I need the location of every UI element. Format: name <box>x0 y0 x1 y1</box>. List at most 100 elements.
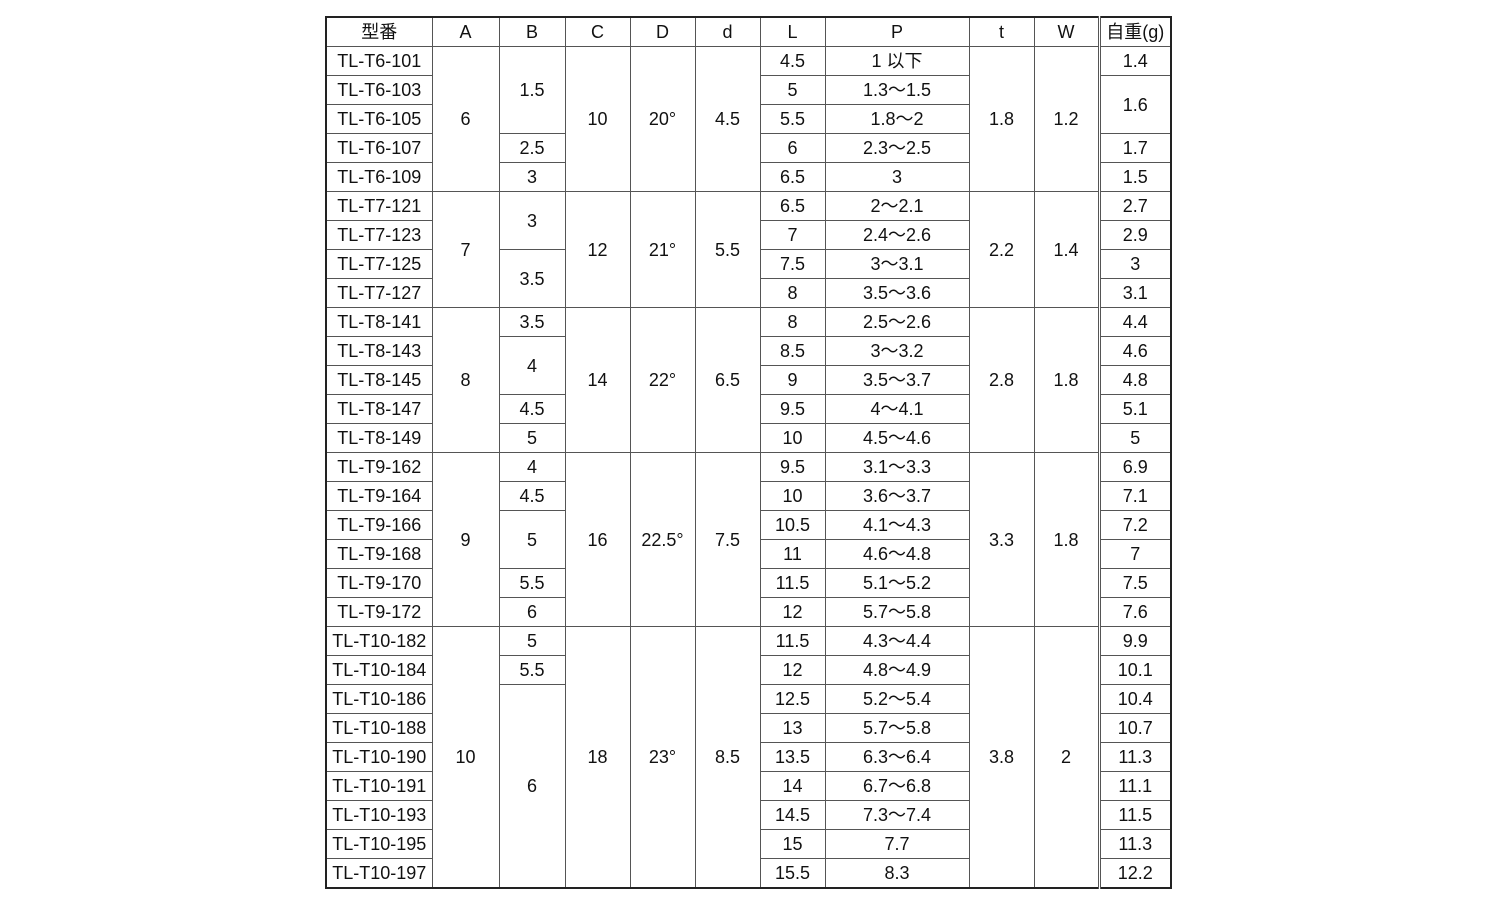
cell-l: 9.5 <box>759 452 826 482</box>
cell-model: TL-T8-145 <box>325 365 433 395</box>
cell-weight: 7.2 <box>1097 510 1172 540</box>
cell-weight: 7.5 <box>1097 568 1172 598</box>
cell-model: TL-T8-147 <box>325 394 433 424</box>
cell-d: 7.5 <box>694 452 761 627</box>
cell-l: 11.5 <box>759 568 826 598</box>
cell-p: 5.7～5.8 <box>824 713 970 743</box>
cell-model: TL-T6-105 <box>325 104 433 134</box>
cell-weight: 10.7 <box>1097 713 1172 743</box>
cell-b: 4 <box>498 336 566 395</box>
table-row: TL-T9-168 11 4.6～4.8 7 <box>325 539 1172 569</box>
table-row: TL-T10-184 5.5 12 4.8～4.9 10.1 <box>325 655 1172 685</box>
cell-model: TL-T6-107 <box>325 133 433 163</box>
table-row: TL-T10-182 10 5 18 23° 8.5 11.5 4.3～4.4 3.8 2 9.9 <box>325 626 1172 889</box>
cell-weight: 1.7 <box>1097 133 1172 163</box>
cell-w: 2 <box>1033 626 1100 889</box>
table-row: TL-T8-145 9 3.5～3.7 4.8 <box>325 365 1172 395</box>
cell-p: 2.5～2.6 <box>824 307 970 337</box>
cell-model: TL-T6-109 <box>325 162 433 192</box>
cell-l: 12 <box>759 655 826 685</box>
cell-model: TL-T10-197 <box>325 858 433 889</box>
cell-p: 1.3～1.5 <box>824 75 970 105</box>
cell-weight: 6.9 <box>1097 452 1172 482</box>
cell-p: 4.3～4.4 <box>824 626 970 656</box>
cell-weight: 4.4 <box>1097 307 1172 337</box>
cell-l: 6 <box>759 133 826 163</box>
cell-l: 14.5 <box>759 800 826 830</box>
cell-model: TL-T10-184 <box>325 655 433 685</box>
cell-t: 1.8 <box>968 46 1035 192</box>
cell-weight: 7.6 <box>1097 597 1172 627</box>
cell-b: 1.5 <box>498 46 566 134</box>
cell-c: 18 <box>564 626 631 889</box>
header-w: W <box>1033 16 1100 47</box>
cell-p: 5.1～5.2 <box>824 568 970 598</box>
cell-a: 9 <box>431 452 500 627</box>
table-row: TL-T7-125 3.5 7.5 3～3.1 3 <box>325 249 1172 308</box>
cell-p: 4.8～4.9 <box>824 655 970 685</box>
cell-d: 6.5 <box>694 307 761 453</box>
cell-w: 1.2 <box>1033 46 1100 192</box>
cell-model: TL-T7-125 <box>325 249 433 279</box>
cell-c: 10 <box>564 46 631 192</box>
cell-model: TL-T8-143 <box>325 336 433 366</box>
table-row: TL-T9-170 5.5 11.5 5.1～5.2 7.5 <box>325 568 1172 598</box>
cell-d: 5.5 <box>694 191 761 308</box>
cell-t: 3.3 <box>968 452 1035 627</box>
cell-b: 4.5 <box>498 481 566 511</box>
cell-p: 5.2～5.4 <box>824 684 970 714</box>
cell-w: 1.4 <box>1033 191 1100 308</box>
table-row: TL-T8-147 4.5 9.5 4～4.1 5.1 <box>325 394 1172 424</box>
cell-weight: 11.5 <box>1097 800 1172 830</box>
header-l: L <box>759 16 826 47</box>
cell-model: TL-T7-121 <box>325 191 433 221</box>
header-p: P <box>824 16 970 47</box>
cell-l: 13 <box>759 713 826 743</box>
cell-model: TL-T10-195 <box>325 829 433 859</box>
cell-model: TL-T7-127 <box>325 278 433 308</box>
cell-l: 15.5 <box>759 858 826 889</box>
cell-b: 5.5 <box>498 655 566 685</box>
cell-l: 7 <box>759 220 826 250</box>
cell-model: TL-T9-164 <box>325 481 433 511</box>
header-model: 型番 <box>325 16 433 47</box>
cell-l: 15 <box>759 829 826 859</box>
table-row: TL-T6-101 6 1.5 10 20° 4.5 4.5 1 以下 1.8 1.2 1.4 <box>325 46 1172 192</box>
cell-d: 20° <box>629 46 696 192</box>
cell-model: TL-T8-141 <box>325 307 433 337</box>
cell-l: 13.5 <box>759 742 826 772</box>
cell-p: 2.4～2.6 <box>824 220 970 250</box>
cell-t: 2.8 <box>968 307 1035 453</box>
table-row: TL-T9-164 4.5 10 3.6～3.7 7.1 <box>325 481 1172 511</box>
table-row: TL-T10-193 14.5 7.3～7.4 11.5 <box>325 800 1172 830</box>
cell-b: 5 <box>498 423 566 453</box>
cell-b: 5 <box>498 510 566 569</box>
cell-l: 8.5 <box>759 336 826 366</box>
cell-b: 5 <box>498 626 566 656</box>
table-row: TL-T8-141 8 3.5 14 22° 6.5 8 2.5～2.6 2.8 1.8 4.4 <box>325 307 1172 453</box>
cell-model: TL-T9-168 <box>325 539 433 569</box>
table-row: TL-T6-103 5 1.3～1.5 1.6 <box>325 75 1172 134</box>
cell-l: 10 <box>759 481 826 511</box>
cell-p: 3.6～3.7 <box>824 481 970 511</box>
cell-c: 12 <box>564 191 631 308</box>
header-d-angle: D <box>629 16 696 47</box>
header-weight: 自重(g) <box>1097 16 1172 47</box>
cell-model: TL-T10-188 <box>325 713 433 743</box>
table-row: TL-T10-195 15 7.7 11.3 <box>325 829 1172 859</box>
cell-d: 4.5 <box>694 46 761 192</box>
header-b: B <box>498 16 566 47</box>
cell-p: 3～3.2 <box>824 336 970 366</box>
cell-weight: 11.3 <box>1097 829 1172 859</box>
cell-model: TL-T9-170 <box>325 568 433 598</box>
cell-b: 6 <box>498 684 566 889</box>
cell-w: 1.8 <box>1033 452 1100 627</box>
cell-a: 10 <box>431 626 500 889</box>
cell-d: 22.5° <box>629 452 696 627</box>
cell-b: 5.5 <box>498 568 566 598</box>
cell-l: 9 <box>759 365 826 395</box>
cell-b: 4 <box>498 452 566 482</box>
cell-l: 8 <box>759 278 826 308</box>
cell-d: 22° <box>629 307 696 453</box>
cell-weight: 4.8 <box>1097 365 1172 395</box>
